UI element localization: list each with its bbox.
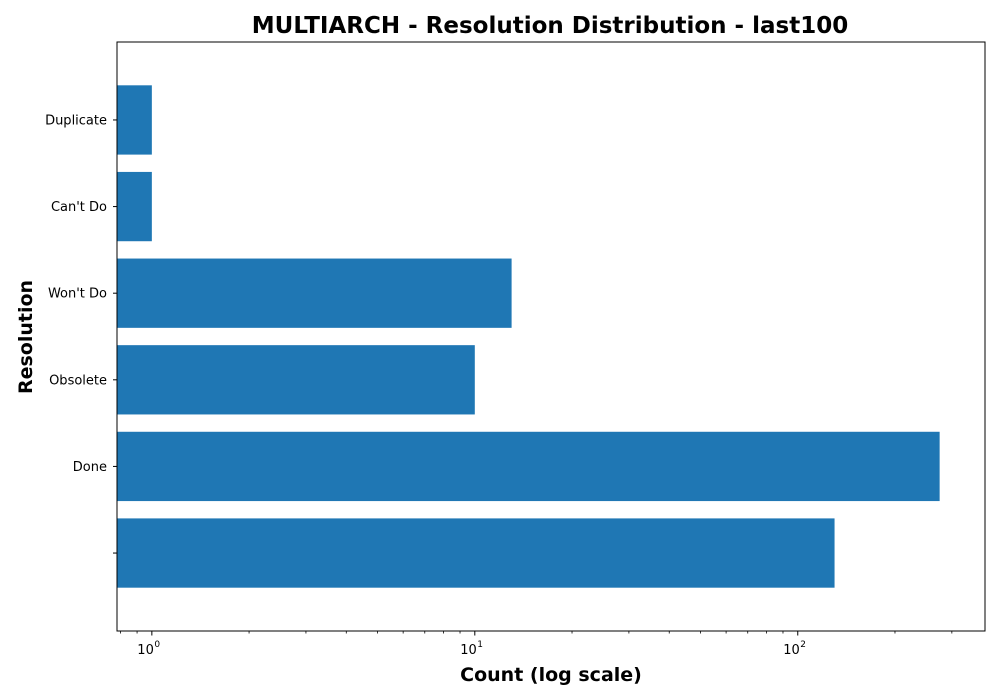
y-tick-label: Obsolete: [49, 373, 107, 388]
x-tick-label-base: 10: [460, 643, 477, 658]
chart-title: MULTIARCH - Resolution Distribution - la…: [252, 13, 848, 39]
x-tick-label-exponent: 2: [800, 640, 806, 650]
x-tick-label-exponent: 0: [154, 640, 160, 650]
bar-duplicate: [117, 85, 152, 155]
bar-done: [117, 431, 940, 502]
x-tick-label-base: 10: [783, 643, 800, 658]
x-tick-label-exponent: 1: [477, 640, 483, 650]
x-axis-label: Count (log scale): [460, 664, 642, 686]
bar-blank: [117, 518, 835, 588]
bar-can-t-do: [117, 171, 152, 242]
y-tick-label: Can't Do: [51, 200, 107, 215]
y-axis-label: Resolution: [15, 280, 37, 394]
y-tick-label: Won't Do: [48, 287, 107, 302]
bars-layer: [117, 85, 940, 588]
bar-obsolete: [117, 345, 475, 415]
bar-won-t-do: [117, 258, 512, 328]
plot-frame: [116, 41, 986, 632]
y-tick-label: Duplicate: [45, 113, 107, 128]
x-tick-label-base: 10: [137, 643, 154, 658]
y-tick-label: Done: [73, 460, 107, 475]
